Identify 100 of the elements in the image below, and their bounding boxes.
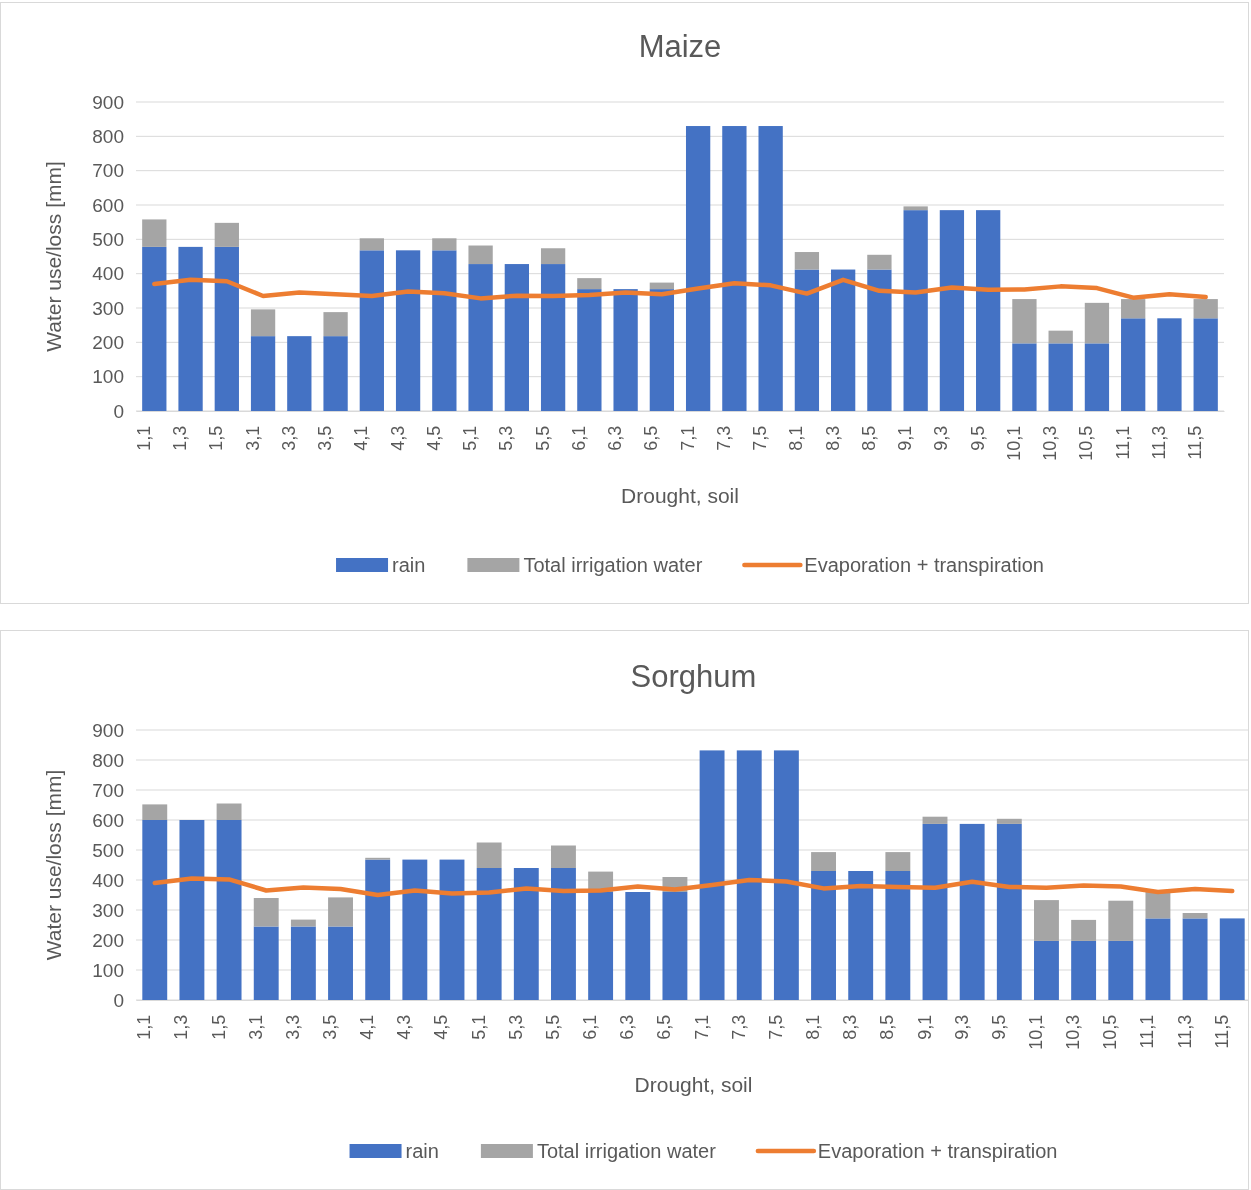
bar	[540, 248, 566, 265]
bar	[359, 250, 384, 411]
bar	[214, 246, 239, 411]
x-tick-label: 1,1	[133, 425, 154, 451]
bar	[1048, 330, 1073, 344]
bar	[1034, 940, 1059, 1000]
x-tick-label: 9,3	[951, 1014, 972, 1040]
bar	[811, 871, 836, 1000]
x-tick-label: 8,3	[822, 425, 843, 451]
bar	[976, 210, 1001, 411]
x-tick-label: 1,3	[170, 425, 191, 451]
bar	[939, 210, 965, 411]
x-tick-label: 8,5	[858, 425, 879, 451]
x-tick-label: 11,5	[1185, 425, 1206, 460]
x-tick-label: 6,5	[641, 425, 662, 451]
line-series	[152, 277, 1208, 301]
x-tick-label: 11,1	[1137, 1014, 1158, 1049]
bar	[1145, 891, 1171, 919]
x-tick-label: 10,3	[1063, 1014, 1084, 1050]
bar	[476, 868, 502, 1000]
x-tick-label: 8,3	[840, 1014, 861, 1040]
bar	[513, 868, 539, 1000]
bar	[848, 871, 874, 1000]
bar	[253, 926, 279, 1000]
bar	[504, 264, 529, 411]
bar	[662, 892, 688, 1000]
x-tick-label: 3,5	[320, 1014, 341, 1040]
y-tick-label: 100	[92, 959, 124, 981]
bar	[959, 823, 985, 1000]
x-tick-label: 1,5	[206, 425, 227, 451]
bar	[250, 309, 276, 337]
x-tick-label: 1,1	[134, 1014, 155, 1040]
bar	[1012, 343, 1037, 411]
x-tick-label: 5,1	[468, 1014, 489, 1040]
x-tick-label: 4,3	[394, 1014, 415, 1040]
y-tick-label: 900	[92, 719, 124, 741]
bar	[867, 269, 892, 411]
bar	[328, 926, 353, 1000]
x-tick-label: 5,3	[505, 1014, 526, 1040]
x-tick-label: 11,3	[1148, 425, 1169, 460]
bar	[1193, 318, 1218, 411]
bar	[1084, 302, 1110, 344]
x-tick-label: 6,1	[568, 425, 589, 451]
x-tick-label: 6,3	[617, 1014, 638, 1040]
x-tick-label: 10,3	[1040, 425, 1061, 461]
bar	[468, 264, 493, 411]
bar	[1071, 940, 1097, 1000]
bar	[216, 803, 242, 820]
x-tick-label: 10,5	[1100, 1014, 1121, 1050]
bar	[1034, 900, 1059, 941]
y-tick-label: 200	[92, 929, 124, 951]
legend-label: rain	[392, 554, 426, 576]
y-axis-title: Water use/loss [mm]	[42, 161, 65, 352]
bar	[540, 264, 566, 411]
bar	[885, 852, 911, 871]
bar	[867, 254, 892, 270]
x-tick-label: 11,1	[1112, 425, 1133, 460]
y-tick-label: 400	[92, 263, 124, 285]
x-tick-label: 1,3	[171, 1014, 192, 1040]
chart-title: Maize	[638, 29, 722, 64]
bar	[365, 859, 391, 1000]
y-tick-label: 300	[92, 899, 124, 921]
legend-label: Total irrigation water	[523, 554, 703, 576]
bar	[359, 238, 384, 251]
legend-label: Evaporation + transpiration	[804, 554, 1044, 576]
bar	[577, 289, 602, 411]
bar	[179, 820, 205, 1000]
bar	[290, 919, 316, 927]
x-tick-label: 10,1	[1003, 425, 1024, 461]
bar	[736, 750, 762, 1000]
bar	[142, 804, 168, 820]
bar	[613, 289, 638, 411]
y-tick-label: 0	[113, 400, 124, 422]
bar	[250, 336, 276, 411]
x-tick-label: 8,1	[786, 425, 807, 451]
bar	[588, 892, 614, 1000]
bar	[794, 269, 820, 411]
x-tick-label: 5,1	[460, 425, 481, 451]
bar	[811, 852, 836, 871]
bar	[402, 859, 428, 1000]
x-tick-label: 9,1	[895, 425, 916, 451]
bar	[142, 246, 167, 411]
x-axis-title: Drought, soil	[634, 1073, 753, 1096]
y-tick-label: 700	[92, 779, 124, 801]
y-tick-label: 100	[92, 366, 124, 388]
x-tick-label: 7,3	[713, 425, 734, 451]
bar	[290, 926, 316, 1000]
x-tick-label: 3,3	[282, 1014, 303, 1040]
bar	[328, 897, 353, 927]
bar	[439, 859, 465, 1000]
bar	[1182, 913, 1208, 919]
x-tick-label: 9,1	[914, 1014, 935, 1040]
x-tick-label: 9,3	[931, 425, 952, 451]
x-tick-label: 6,1	[580, 1014, 601, 1040]
x-tick-label: 11,3	[1174, 1014, 1195, 1049]
bar	[699, 750, 725, 1000]
x-tick-label: 8,5	[877, 1014, 898, 1040]
x-tick-label: 8,1	[803, 1014, 824, 1040]
bar	[1121, 318, 1146, 411]
y-tick-label: 800	[92, 749, 124, 771]
